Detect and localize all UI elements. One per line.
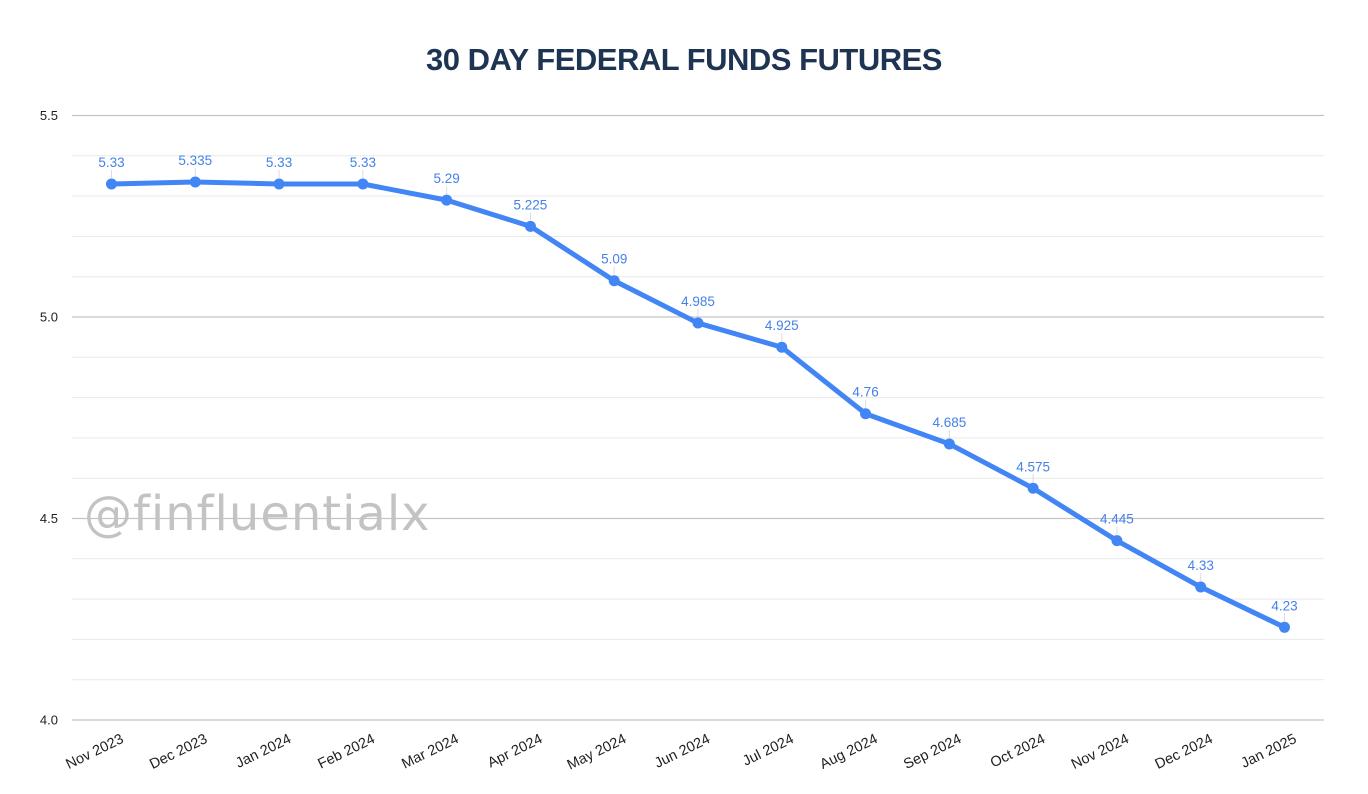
data-point[interactable] [608, 275, 620, 287]
x-tick-label: Aug 2024 [818, 731, 881, 773]
data-point[interactable] [1279, 621, 1290, 633]
data-point[interactable] [1111, 535, 1123, 547]
data-label: 4.685 [932, 415, 966, 430]
y-tick-label: 4.0 [40, 713, 58, 728]
x-tick-label: Jun 2024 [652, 731, 713, 772]
x-tick-label: Nov 2024 [1069, 731, 1132, 773]
data-label: 4.445 [1100, 512, 1134, 527]
y-tick-label: 5.0 [40, 310, 58, 325]
data-label: 4.985 [681, 294, 715, 309]
data-label: 5.29 [434, 171, 460, 186]
y-tick-label: 5.5 [40, 108, 58, 123]
data-label: 5.09 [601, 252, 627, 267]
x-axis-labels: Nov 2023 Dec 2023 Jan 2024 Feb 2024 Mar 2024… [63, 731, 1299, 773]
x-tick-label: Nov 2023 [63, 731, 126, 773]
x-tick-label: Sep 2024 [901, 731, 964, 773]
data-point[interactable] [1195, 581, 1207, 593]
data-label: 4.23 [1271, 598, 1297, 613]
data-label: 5.335 [178, 153, 212, 168]
x-tick-label: Jul 2024 [740, 731, 796, 769]
data-point[interactable] [189, 176, 201, 188]
y-tick-label: 4.5 [40, 511, 58, 526]
data-point[interactable] [357, 178, 369, 190]
data-point[interactable] [273, 178, 285, 190]
x-tick-label: Dec 2024 [1153, 731, 1216, 773]
data-point[interactable] [441, 194, 453, 206]
data-point[interactable] [524, 220, 536, 232]
data-point[interactable] [943, 438, 955, 450]
x-tick-label: Feb 2024 [316, 731, 378, 772]
data-labels: 5.33 5.335 5.33 5.33 5.29 5.225 5.09 4.985 4.925… [98, 153, 1297, 613]
chart-title: 30 DAY FEDERAL FUNDS FUTURES [426, 42, 942, 77]
series-line [109, 179, 1287, 630]
x-tick-label: May 2024 [565, 731, 629, 773]
data-point[interactable] [692, 317, 704, 329]
gridlines [72, 114, 1324, 721]
label-connectors [111, 167, 1285, 622]
data-label: 5.33 [98, 155, 124, 170]
data-label: 4.76 [852, 385, 878, 400]
data-points [106, 176, 1290, 633]
data-point[interactable] [1027, 482, 1039, 494]
x-tick-label: Jan 2024 [233, 731, 294, 772]
y-axis-labels: 4.0 4.5 5.0 5.5 [40, 108, 58, 728]
data-label: 4.925 [765, 318, 799, 333]
data-label: 5.225 [514, 197, 548, 212]
x-tick-label: Oct 2024 [988, 731, 1048, 771]
data-label: 4.575 [1016, 459, 1050, 474]
data-label: 4.33 [1188, 558, 1214, 573]
x-tick-label: Jan 2025 [1239, 731, 1300, 772]
data-label: 5.33 [266, 155, 292, 170]
data-label: 5.33 [350, 155, 376, 170]
data-point[interactable] [776, 341, 788, 353]
data-point[interactable] [106, 178, 117, 190]
x-tick-label: Mar 2024 [399, 731, 461, 772]
x-tick-label: Dec 2023 [147, 731, 210, 773]
data-point[interactable] [860, 408, 872, 420]
x-tick-label: Apr 2024 [485, 731, 545, 771]
